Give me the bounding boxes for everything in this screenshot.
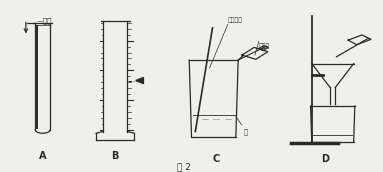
Text: 不断搔拌: 不断搔拌: [228, 17, 243, 23]
Text: D: D: [321, 154, 329, 164]
Text: 浓硫酸: 浓硫酸: [259, 43, 270, 49]
Text: 水: 水: [244, 128, 247, 135]
Text: A: A: [39, 151, 46, 161]
Text: 图 2: 图 2: [177, 162, 191, 171]
Polygon shape: [136, 78, 143, 84]
Text: B: B: [111, 151, 119, 161]
Text: —铁钉: —铁钉: [36, 18, 52, 24]
Text: C: C: [213, 154, 220, 164]
